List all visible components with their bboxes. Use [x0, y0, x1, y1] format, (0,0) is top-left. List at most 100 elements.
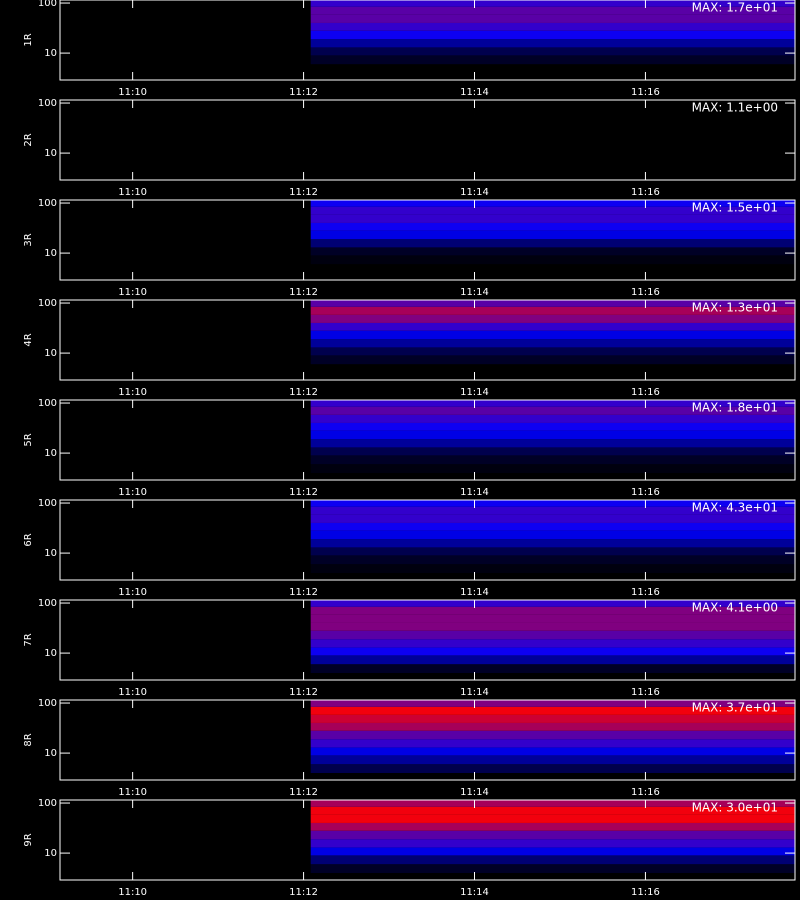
heatmap-band — [310, 200, 795, 207]
heatmap-band — [310, 6, 795, 15]
x-tick-label: 11:14 — [460, 387, 489, 398]
x-tick-label: 11:12 — [289, 287, 318, 298]
y-tick-label: 100 — [38, 598, 57, 609]
x-tick-label: 11:12 — [289, 87, 318, 98]
heatmap-band — [310, 47, 795, 56]
heatmap-band — [310, 414, 795, 423]
x-tick-label: 11:14 — [460, 287, 489, 298]
x-tick-label: 11:12 — [289, 387, 318, 398]
heatmap-band — [310, 464, 795, 474]
heatmap-band — [310, 714, 795, 723]
x-tick-label: 11:10 — [118, 287, 147, 298]
x-tick-label: 11:16 — [631, 687, 660, 698]
plot-frame — [59, 699, 796, 781]
heatmap-band — [310, 764, 795, 774]
heatmap-band — [310, 22, 795, 31]
x-tick-label: 11:16 — [631, 487, 660, 498]
heatmap-band — [310, 14, 795, 23]
heatmap-band — [310, 406, 795, 415]
heatmap-band — [310, 747, 795, 756]
heatmap-band — [310, 247, 795, 256]
heatmap-band — [310, 222, 795, 231]
heatmap-band — [310, 430, 795, 440]
heatmap-band — [310, 214, 795, 223]
x-tick-label: 11:16 — [631, 387, 660, 398]
heatmap-band — [310, 64, 795, 74]
heatmap-band — [310, 522, 795, 531]
x-tick-label: 11:10 — [118, 187, 147, 198]
heatmap-band — [310, 314, 795, 323]
heatmap-band — [310, 614, 795, 623]
y-tick-label: 100 — [38, 398, 57, 409]
heatmap-band — [310, 439, 795, 448]
heatmap-band — [310, 30, 795, 40]
x-tick-label: 11:14 — [460, 87, 489, 98]
max-annotation: MAX: 1.1e+00 — [692, 101, 778, 115]
heatmap-band — [310, 539, 795, 548]
heatmap-band — [310, 800, 795, 807]
y-axis-label: 3R — [23, 233, 34, 246]
heatmap-band — [310, 322, 795, 331]
plot-frame — [59, 599, 796, 681]
x-tick-label: 11:14 — [460, 687, 489, 698]
heatmap-band — [310, 239, 795, 248]
y-tick-label: 10 — [44, 148, 57, 159]
heatmap-band — [310, 39, 795, 48]
heatmap-band — [310, 847, 795, 856]
heatmap-band — [310, 855, 795, 865]
y-tick-label: 10 — [44, 248, 57, 259]
x-tick-label: 11:10 — [118, 87, 147, 98]
heatmap-band — [310, 300, 795, 307]
max-annotation: MAX: 3.0e+01 — [692, 801, 778, 815]
y-axis-label: 8R — [23, 733, 34, 746]
x-tick-label: 11:16 — [631, 587, 660, 598]
heatmap-band — [310, 106, 795, 115]
plot-frame — [59, 399, 796, 481]
heatmap-band — [310, 606, 795, 615]
heatmap-band — [310, 255, 795, 265]
y-tick-label: 10 — [44, 848, 57, 859]
heatmap-band — [310, 355, 795, 365]
y-axis-label: 4R — [23, 333, 34, 346]
plot-frame — [59, 799, 796, 881]
heatmap-band — [310, 0, 795, 7]
x-tick-label: 11:16 — [631, 787, 660, 798]
x-tick-label: 11:10 — [118, 487, 147, 498]
heatmap-band — [310, 864, 795, 874]
x-tick-label: 11:10 — [118, 587, 147, 598]
plot-frame — [59, 199, 796, 281]
heatmap-band — [310, 500, 795, 507]
heatmap-band — [310, 306, 795, 315]
y-tick-label: 100 — [38, 698, 57, 709]
max-annotation: MAX: 1.3e+01 — [692, 301, 778, 315]
y-axis-label: 1R — [23, 33, 34, 46]
heatmap-band — [310, 114, 795, 123]
heatmap-band — [310, 814, 795, 823]
heatmap-band — [310, 147, 795, 156]
x-tick-label: 11:12 — [289, 687, 318, 698]
heatmap-band — [310, 130, 795, 140]
heatmap-band — [310, 139, 795, 148]
x-tick-label: 11:14 — [460, 487, 489, 498]
heatmap-band — [310, 830, 795, 840]
x-tick-label: 11:14 — [460, 887, 489, 898]
y-axis-label: 7R — [23, 633, 34, 646]
y-axis-label: 6R — [23, 533, 34, 546]
x-tick-label: 11:12 — [289, 887, 318, 898]
heatmap-band — [310, 364, 795, 374]
x-tick-label: 11:12 — [289, 587, 318, 598]
heatmap-band — [310, 55, 795, 65]
y-tick-label: 100 — [38, 298, 57, 309]
plot-frame — [59, 0, 796, 81]
heatmap-band — [310, 400, 795, 407]
x-tick-label: 11:10 — [118, 687, 147, 698]
max-annotation: MAX: 4.3e+01 — [692, 501, 778, 515]
heatmap-band — [310, 755, 795, 765]
heatmap-band — [310, 600, 795, 607]
heatmap-band — [310, 447, 795, 456]
x-tick-label: 11:12 — [289, 487, 318, 498]
heatmap-band — [310, 839, 795, 848]
x-tick-label: 11:16 — [631, 287, 660, 298]
heatmap-band — [310, 330, 795, 340]
